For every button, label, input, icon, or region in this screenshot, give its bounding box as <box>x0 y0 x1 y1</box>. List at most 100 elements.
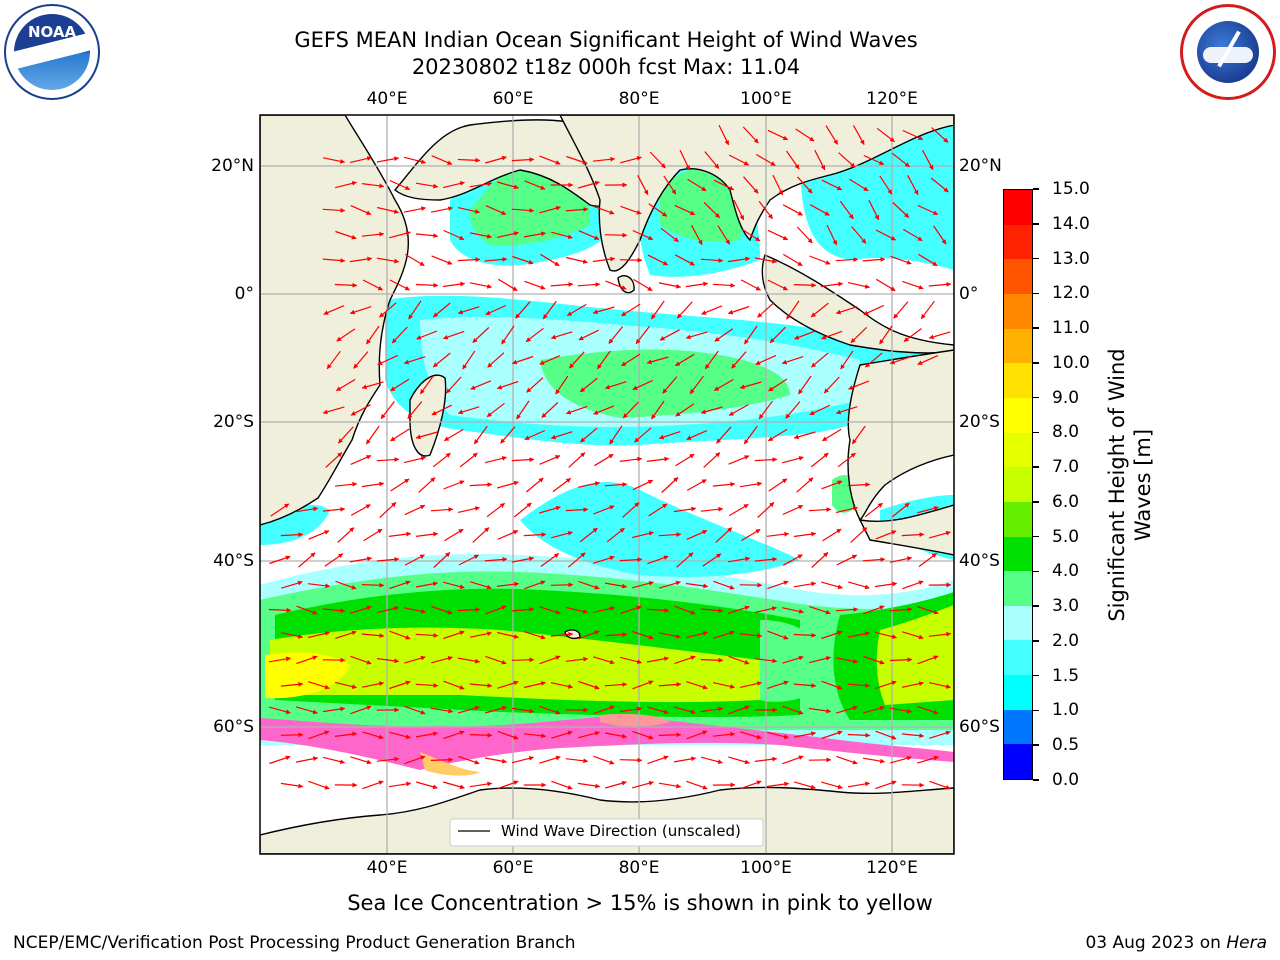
wind-wave-arrow <box>497 730 519 740</box>
wind-wave-arrow <box>740 780 762 790</box>
wind-wave-arrow <box>457 657 481 664</box>
wind-wave-arrow <box>768 478 788 492</box>
wind-wave-arrow <box>700 506 724 512</box>
wind-wave-arrow <box>550 331 573 340</box>
wind-wave-arrow <box>741 528 761 542</box>
wind-wave-arrow <box>917 204 939 216</box>
wind-wave-arrow <box>419 375 434 395</box>
wind-wave-arrow <box>713 630 735 639</box>
wind-wave-arrow <box>793 731 817 738</box>
wind-wave-arrow <box>727 556 751 563</box>
colorbar-tick-mark <box>1033 292 1039 295</box>
footer-date-text: 03 Aug 2023 on <box>1085 933 1227 953</box>
wind-wave-arrow <box>496 631 519 639</box>
colorbar-tick-mark <box>1033 188 1039 190</box>
arrow-legend <box>449 818 764 847</box>
wind-wave-arrow <box>821 781 843 790</box>
wind-wave-arrow <box>593 705 615 715</box>
colorbar-segment <box>1004 467 1032 502</box>
wind-wave-arrow <box>550 431 573 440</box>
wind-wave-arrow <box>701 756 723 765</box>
wind-wave-arrow <box>362 731 384 740</box>
wind-wave-arrow <box>457 607 481 613</box>
wind-wave-arrow <box>713 580 735 590</box>
colorbar-tick-mark <box>1033 327 1039 329</box>
wind-wave-arrow <box>443 730 465 740</box>
wind-wave-arrow <box>902 580 924 590</box>
wind-wave-arrow <box>714 328 734 342</box>
wind-wave-arrow <box>793 632 817 638</box>
wind-wave-arrow <box>349 556 373 563</box>
wind-wave-arrow <box>768 378 788 392</box>
wind-wave-arrow <box>512 255 534 265</box>
wind-wave-arrow <box>280 782 304 789</box>
wind-wave-arrow <box>793 431 816 440</box>
wind-wave-arrow <box>270 503 290 517</box>
arrow-legend-label: Wind Wave Direction (unscaled) <box>501 822 741 840</box>
wind-wave-arrow <box>524 580 546 590</box>
wind-wave-arrow <box>511 355 534 365</box>
colorbar-segment <box>1004 675 1032 710</box>
wind-wave-arrow <box>731 351 747 369</box>
wind-wave-arrow <box>850 326 868 344</box>
wind-wave-arrow <box>794 330 816 340</box>
wind-wave-arrow <box>525 327 544 343</box>
wind-wave-arrow <box>513 502 532 518</box>
wind-wave-arrow <box>403 356 426 365</box>
colorbar-tick-mark <box>1033 709 1039 712</box>
wind-wave-arrow <box>728 503 749 517</box>
wind-wave-arrow <box>593 205 615 215</box>
wind-wave-arrow <box>485 155 507 164</box>
colorbar-tick-label: 10.0 <box>1052 352 1090 373</box>
wind-wave-arrow <box>403 206 427 213</box>
wind-wave-arrow <box>540 253 560 267</box>
wind-wave-arrow <box>902 228 923 242</box>
wind-wave-arrow <box>565 656 589 662</box>
wind-wave-arrow <box>755 355 777 365</box>
wind-wave-arrow <box>486 502 505 518</box>
colorbar-segment <box>1004 709 1032 745</box>
lat-label: 20°S <box>959 412 1000 432</box>
wind-wave-arrow <box>767 229 789 241</box>
wind-wave-arrow <box>875 229 897 241</box>
wind-wave-arrow <box>443 229 465 241</box>
wind-wave-arrow <box>674 204 696 216</box>
wind-wave-arrow <box>433 302 451 318</box>
colorbar-segment <box>1004 328 1032 364</box>
colorbar-tick-mark <box>1033 535 1039 538</box>
wind-wave-arrow <box>523 681 546 689</box>
colorbar-label-line2: Waves [m] <box>1131 428 1155 542</box>
wind-wave-arrow <box>349 256 373 263</box>
wind-wave-arrow <box>472 327 490 343</box>
wind-wave-arrow <box>335 230 357 240</box>
wind-wave-arrow <box>879 175 893 195</box>
wind-wave-arrow <box>444 528 464 542</box>
wind-wave-arrow <box>362 279 384 291</box>
wind-wave-arrow <box>337 527 355 543</box>
wind-wave-arrow <box>835 607 859 612</box>
wind-wave-arrow <box>366 325 380 345</box>
wind-wave-arrow <box>376 206 399 214</box>
wind-wave-arrow <box>457 306 480 315</box>
wind-wave-arrow <box>469 282 493 289</box>
wind-wave-arrow <box>648 503 668 517</box>
wind-wave-arrow <box>793 282 817 288</box>
wind-wave-arrow <box>793 581 817 588</box>
wind-wave-arrow <box>646 356 669 365</box>
wind-wave-arrow <box>686 430 708 440</box>
wind-wave-arrow <box>835 257 859 262</box>
wind-wave-arrow <box>793 531 817 538</box>
wind-wave-arrow <box>661 477 679 493</box>
wind-wave-arrow <box>431 655 453 664</box>
map-frame <box>259 114 955 855</box>
wind-wave-arrow <box>524 631 546 640</box>
wind-wave-arrow <box>415 683 439 688</box>
colorbar-segment <box>1004 744 1032 779</box>
wind-wave-arrow <box>416 330 438 340</box>
wind-wave-arrow <box>796 477 814 493</box>
wind-wave-arrow <box>632 379 654 391</box>
wind-wave-arrow <box>685 582 709 589</box>
wind-wave-arrow <box>931 127 949 143</box>
wind-wave-arrow <box>551 730 573 739</box>
colorbar-tick-label: 14.0 <box>1052 213 1090 234</box>
